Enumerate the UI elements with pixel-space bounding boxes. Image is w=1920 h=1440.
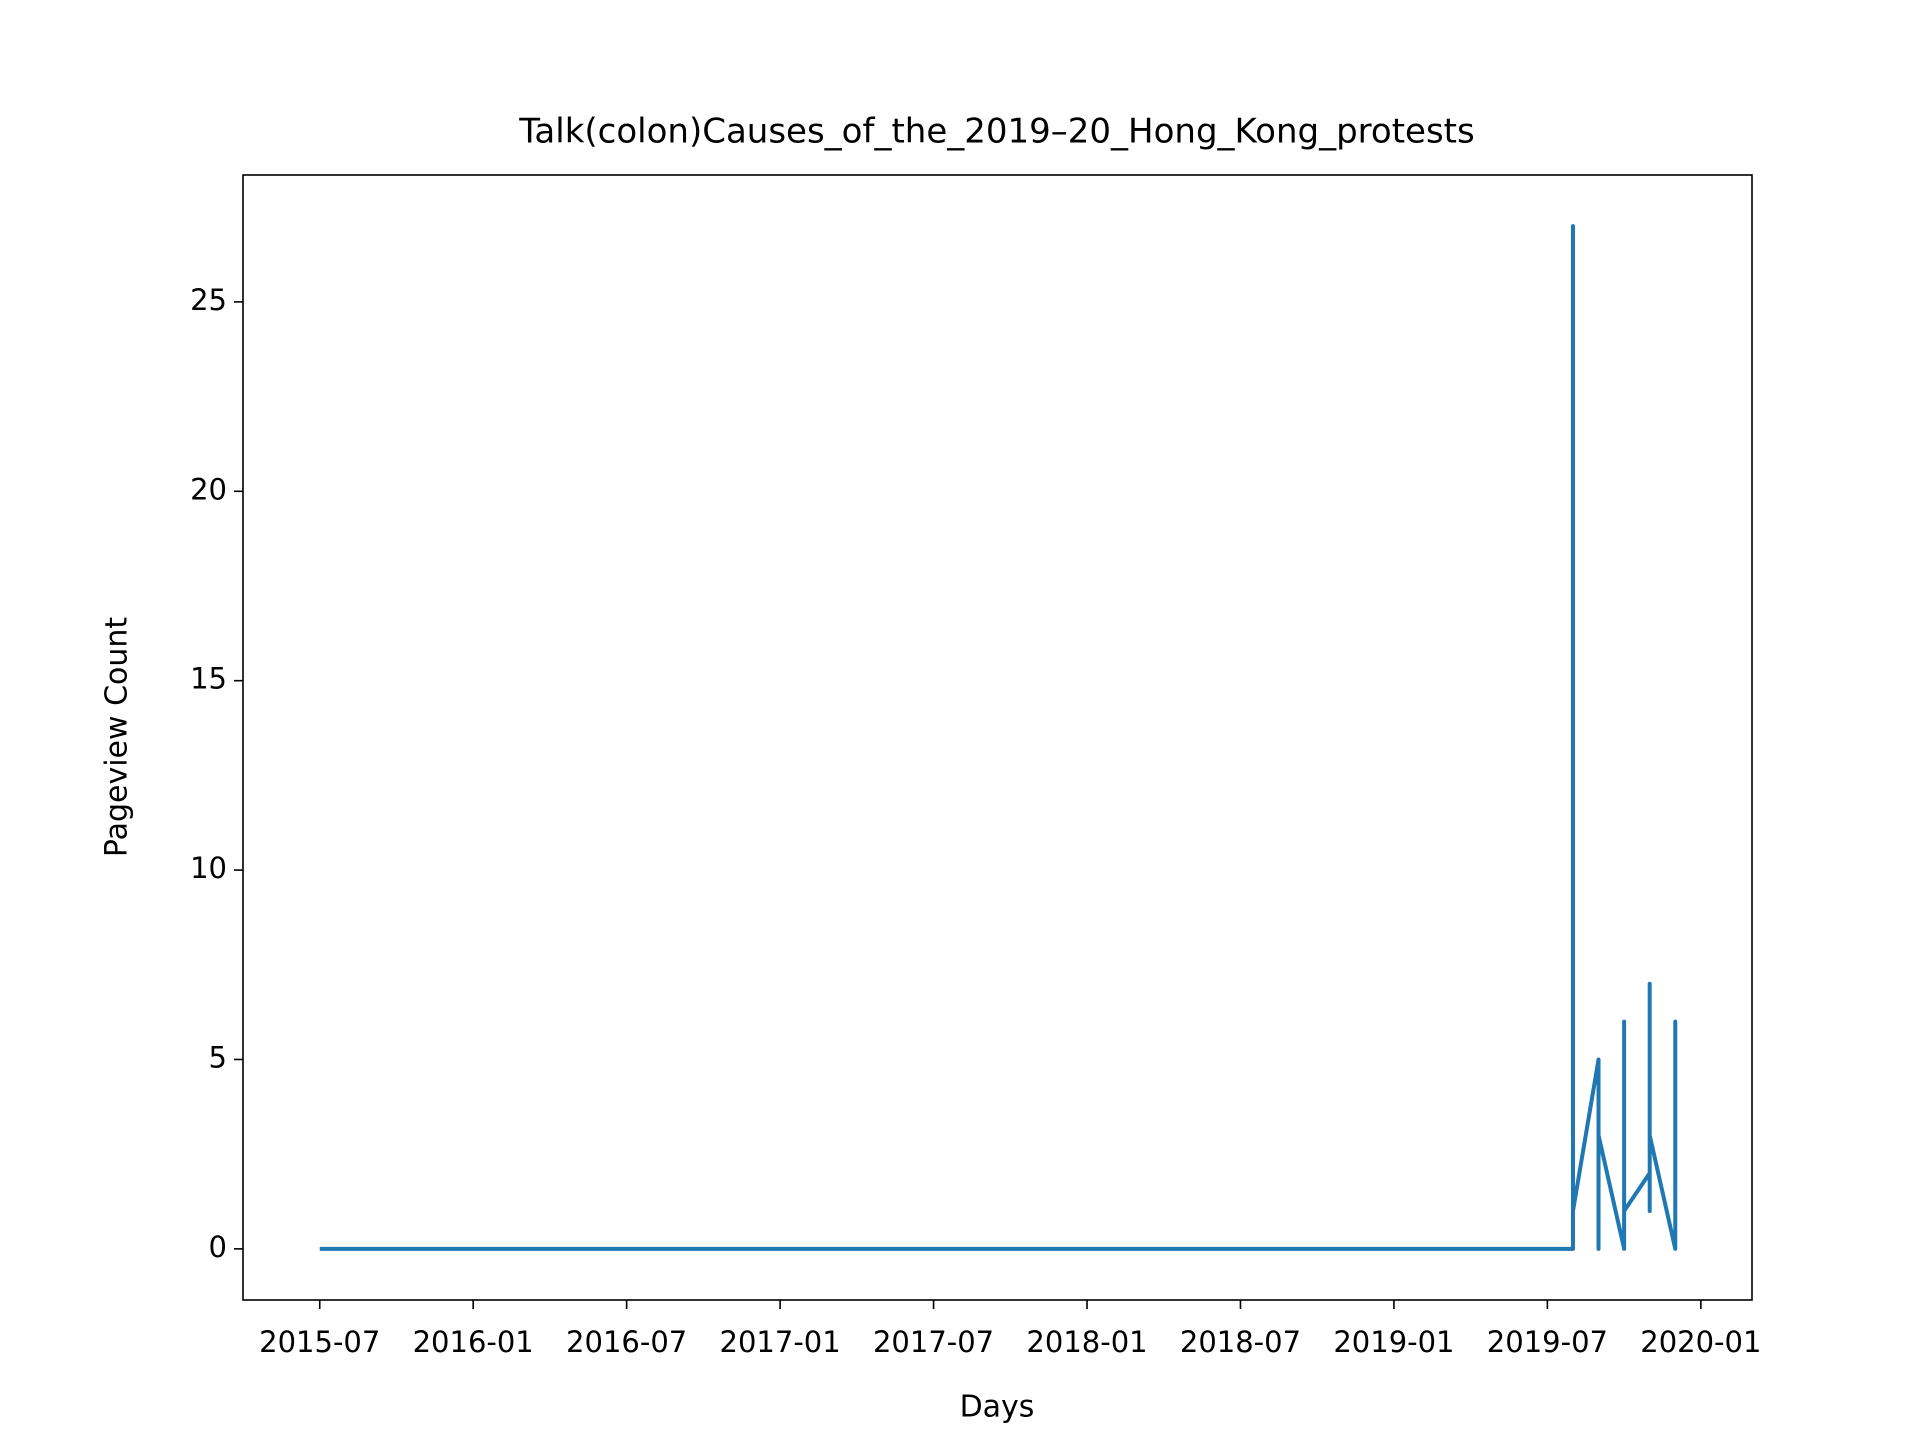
x-tick-label: 2020-01: [1640, 1325, 1761, 1359]
x-tick-label: 2019-07: [1487, 1325, 1608, 1359]
plot-frame: [242, 174, 1753, 1301]
x-tick-label: 2018-01: [1026, 1325, 1147, 1359]
y-tick-label: 15: [190, 662, 227, 696]
y-tick-label: 5: [209, 1040, 227, 1074]
y-axis-label: Pageview Count: [100, 617, 135, 858]
y-tick-label: 20: [190, 472, 227, 506]
x-tick-label: 2017-01: [720, 1325, 841, 1359]
y-tick-label: 10: [190, 851, 227, 885]
x-tick-label: 2016-07: [566, 1325, 687, 1359]
data-line: [319, 224, 1678, 1251]
chart-title: Talk(colon)Causes_of_the_2019–20_Hong_Ko…: [518, 112, 1474, 152]
y-tick-label: 0: [209, 1230, 227, 1264]
x-tick-label: 2018-07: [1180, 1325, 1301, 1359]
x-tick-label: 2017-07: [873, 1325, 994, 1359]
x-tick-label: 2015-07: [259, 1325, 380, 1359]
x-tick-label: 2016-01: [413, 1325, 534, 1359]
x-axis-label: Days: [960, 1390, 1035, 1425]
x-tick-label: 2019-01: [1333, 1325, 1454, 1359]
y-tick-label: 25: [190, 283, 227, 317]
